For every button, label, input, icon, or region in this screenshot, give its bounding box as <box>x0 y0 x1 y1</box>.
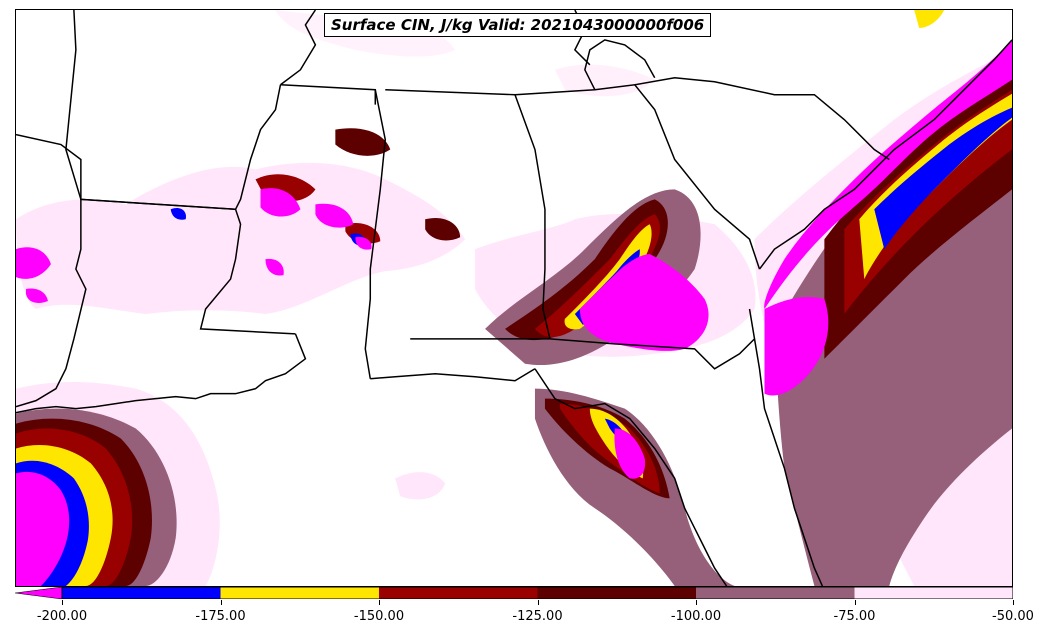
colorbar-tick <box>379 600 380 605</box>
colorbar-ticks: -200.00 -175.00 -150.00 -125.00 -100.00 -75.0… <box>0 600 1044 630</box>
colorbar-tick <box>220 600 222 605</box>
map-title: Surface CIN, J/kg Valid: 2021043000000f0… <box>324 13 712 37</box>
colorbar-segment <box>537 587 696 599</box>
colorbar-tick <box>854 600 856 605</box>
colorbar-segment <box>62 587 221 599</box>
state-boundaries <box>16 10 1012 586</box>
colorbar-tick-label: -200.00 <box>36 609 88 624</box>
colorbar-segment <box>696 587 855 599</box>
colorbar-extension <box>15 587 63 599</box>
colorbar-tick-label: -100.00 <box>670 609 722 624</box>
colorbar-tick <box>696 600 697 605</box>
colorbar-tick <box>62 600 63 605</box>
colorbar-tick-label: -75.00 <box>833 609 876 624</box>
colorbar-tick <box>1013 600 1014 605</box>
colorbar-tick-label: -175.00 <box>195 609 246 624</box>
colorbar-segment <box>379 587 538 599</box>
colorbar-tick-label: -125.00 <box>512 609 563 624</box>
colorbar <box>15 587 1013 599</box>
cin-field-magenta <box>16 39 1012 586</box>
colorbar-outline <box>61 587 1013 599</box>
colorbar-segment <box>220 587 379 599</box>
cin-map <box>16 10 1012 586</box>
map-panel <box>15 9 1013 587</box>
colorbar-tick <box>537 600 539 605</box>
colorbar-tick-label: -50.00 <box>992 609 1034 624</box>
colorbar-segment <box>854 587 1013 599</box>
colorbar-tick-label: -150.00 <box>353 609 405 624</box>
